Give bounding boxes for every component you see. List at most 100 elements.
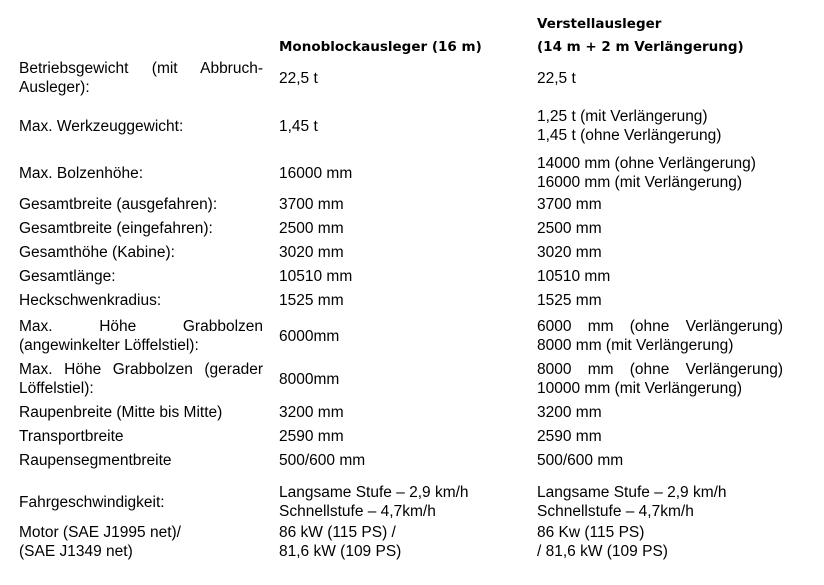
mono-value: 3200 mm [279,403,529,422]
table-row: Max. Höhe Grabbolzen (gerader Löffelstie… [19,359,809,399]
table-row: Gesamtlänge: 10510 mm 10510 mm [19,266,809,286]
mono-value: 86 kW (115 PS) / 81,6 kW (109 PS) [279,523,529,561]
value-line: 2590 mm [537,427,602,445]
value-line: Langsame Stufe – 2,9 km/h [537,484,727,501]
spec-label: Betriebsgewicht (mit Abbruch-Ausleger): [19,60,263,96]
spec-label: Max. Höhe Grabbolzen (angewinkelter Löff… [19,318,263,354]
value-line: 6000mm [279,327,340,345]
column-header-monoblock: Monoblockausleger (16 m) [279,39,482,55]
column-header-verstell-line1: Verstellausleger [537,16,662,32]
value-line: Schnellstufe – 4,7km/h [279,503,436,520]
column-header-verstell-line2: (14 m + 2 m Verlängerung) [537,39,744,55]
value-line: 16000 mm [279,164,353,182]
mono-value: 6000mm [279,327,529,346]
value-line: 3200 mm [537,403,602,421]
value-line: 8000mm [279,370,340,388]
spec-label: Transportbreite [19,427,124,445]
value-line: 1525 mm [537,291,602,309]
spec-label: Gesamtlänge: [19,267,116,285]
mono-value: 2590 mm [279,427,529,446]
verstell-value: 6000 mm (ohne Verlängerung) 8000 mm (mit … [537,317,787,355]
verstell-value: 3020 mm [537,243,787,262]
value-line: 2590 mm [279,427,344,445]
value-line: 2500 mm [279,219,344,237]
table-row: Max. Bolzenhöhe: 16000 mm 14000 mm (ohne V… [19,152,809,194]
mono-value: 3020 mm [279,243,529,262]
mono-value: 10510 mm [279,267,529,286]
verstell-value: 1,25 t (mit Verlängerung) 1,45 t (ohne Ve… [537,107,787,145]
value-line: 8000 mm (ohne Verlängerung) [537,361,783,378]
spec-label: Gesamtbreite (ausgefahren): [19,195,218,213]
value-line: 10000 mm (mit Verlängerung) [537,380,743,397]
spec-label: Max. Bolzenhöhe: [19,164,144,182]
table-row: Raupenbreite (Mitte bis Mitte) 3200 mm 320… [19,402,809,422]
value-line: 81,6 kW (109 PS) [279,543,402,560]
value-line: 500/600 mm [537,451,624,469]
verstell-value: 3200 mm [537,403,787,422]
value-line: Langsame Stufe – 2,9 km/h [279,484,469,501]
value-line: 500/600 mm [279,451,366,469]
table-row: Max. Werkzeuggewicht: 1,45 t 1,25 t (mit V… [19,106,809,146]
value-line: 3200 mm [279,403,344,421]
value-line: 3700 mm [279,195,344,213]
mono-value: 500/600 mm [279,451,529,470]
value-line: 6000 mm (ohne Verlängerung) [537,318,783,335]
value-line: 22,5 t [279,69,318,87]
value-line: 1525 mm [279,291,344,309]
spec-label: Heckschwenkradius: [19,291,162,309]
verstell-value: 3700 mm [537,195,787,214]
table-row: Gesamtbreite (eingefahren): 2500 mm 2500 m… [19,218,809,238]
mono-value: 1525 mm [279,291,529,310]
mono-value: 3700 mm [279,195,529,214]
table-row: Betriebsgewicht (mit Abbruch-Ausleger): 2… [19,58,809,98]
verstell-value: 22,5 t [537,69,787,88]
value-line: 10510 mm [537,267,611,285]
mono-value: 2500 mm [279,219,529,238]
verstell-value: 8000 mm (ohne Verlängerung) 10000 mm (mit… [537,360,787,398]
mono-value: 8000mm [279,370,529,389]
spec-label: Fahrgeschwindigkeit: [19,493,165,511]
mono-value: 1,45 t [279,117,529,136]
spec-label: Raupenbreite (Mitte bis Mitte) [19,403,223,421]
mono-value: 16000 mm [279,164,529,183]
table-row: Transportbreite 2590 mm 2590 mm [19,426,809,446]
value-line: 1,25 t (mit Verlängerung) [537,108,708,125]
spec-label: Gesamthöhe (Kabine): [19,243,175,261]
table-row: Gesamtbreite (ausgefahren): 3700 mm 3700 m… [19,194,809,214]
value-line: 86 kW (115 PS) / [279,524,396,541]
spec-label: Max. Höhe Grabbolzen (gerader Löffelstie… [19,361,263,397]
verstell-value: 500/600 mm [537,451,787,470]
value-line: Schnellstufe – 4,7km/h [537,503,694,520]
value-line: 14000 mm (ohne Verlängerung) [537,155,756,172]
mono-value: Langsame Stufe – 2,9 km/h Schnellstufe – … [279,483,529,521]
value-line: 8000 mm (mit Verlängerung) [537,337,734,354]
spec-label: Motor (SAE J1995 net)/ (SAE J1349 net) [19,524,181,560]
table-row: Fahrgeschwindigkeit: Langsame Stufe – 2,9… [19,482,809,522]
value-line: 10510 mm [279,267,353,285]
verstell-value: 2590 mm [537,427,787,446]
verstell-value: 86 Kw (115 PS) / 81,6 kW (109 PS) [537,523,787,561]
table-row: Max. Höhe Grabbolzen (angewinkelter Löff… [19,316,809,356]
mono-value: 22,5 t [279,69,529,88]
value-line: 3020 mm [537,243,602,261]
value-line: 2500 mm [537,219,602,237]
value-line: 1,45 t (ohne Verlängerung) [537,127,722,144]
value-line: 1,45 t [279,117,318,135]
value-line: 16000 mm (mit Verlängerung) [537,174,743,191]
spec-label: Max. Werkzeuggewicht: [19,117,184,135]
verstell-value: 1525 mm [537,291,787,310]
value-line: 86 Kw (115 PS) [537,524,645,541]
value-line: 3700 mm [537,195,602,213]
value-line: 3020 mm [279,243,344,261]
value-line: 22,5 t [537,69,576,87]
verstell-value: Langsame Stufe – 2,9 km/h Schnellstufe – … [537,483,787,521]
verstell-value: 14000 mm (ohne Verlängerung) 16000 mm (mi… [537,154,787,192]
value-line: / 81,6 kW (109 PS) [537,543,668,560]
spec-label: Gesamtbreite (eingefahren): [19,219,213,237]
spec-label: Raupensegmentbreite [19,451,172,469]
verstell-value: 2500 mm [537,219,787,238]
table-row: Motor (SAE J1995 net)/ (SAE J1349 net) 86… [19,522,809,562]
table-row: Raupensegmentbreite 500/600 mm 500/600 mm [19,450,809,470]
table-row: Heckschwenkradius: 1525 mm 1525 mm [19,290,809,310]
verstell-value: 10510 mm [537,267,787,286]
